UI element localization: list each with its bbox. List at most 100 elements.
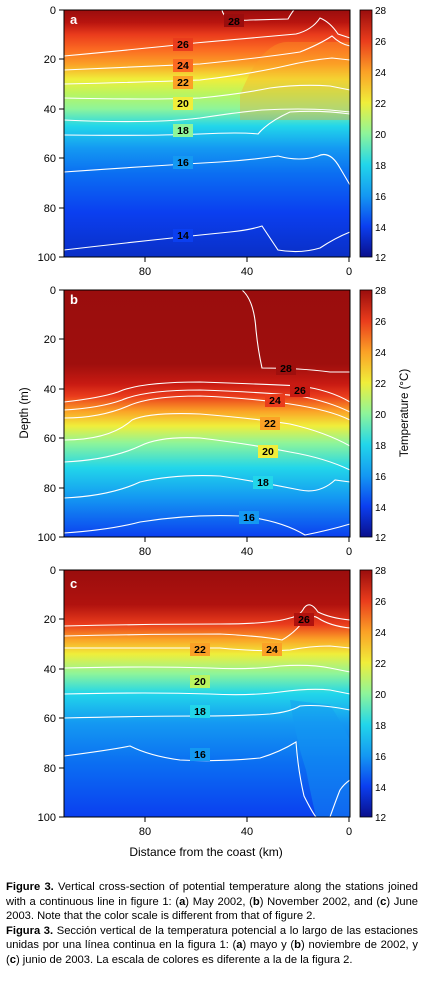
colorbar-tick: 12 [375,533,387,544]
isotherm-label-16: 16 [177,157,189,169]
panel-a-coastal-warm-patch [240,41,350,120]
caption-panel-ref: c [9,953,16,966]
y-tick: 80 [44,203,56,215]
x-tick: 40 [241,266,253,278]
colorbar-tick: 14 [375,503,387,514]
caption-panel-ref: b [252,895,260,908]
y-axis-label: Depth (m) [19,387,31,438]
colorbar-tick: 28 [375,286,387,297]
x-tick: 0 [346,826,352,838]
isotherm-label-26: 26 [298,614,310,626]
isotherm-label-14: 14 [177,230,189,242]
colorbar-tick: 18 [375,441,387,452]
panel-b-y-ticks [59,289,350,542]
caption-text: ) May 2002, ( [185,895,253,908]
y-tick: 0 [50,285,56,297]
colorbar-c: 28 26 24 22 20 18 16 14 12 [359,566,387,824]
caption-panel-ref: a [236,939,243,952]
y-tick: 60 [44,433,56,445]
isotherm-label-18: 18 [194,706,206,718]
y-tick: 40 [44,664,56,676]
colorbar-tick: 24 [375,348,387,359]
colorbar-tick: 28 [375,6,387,17]
panel-b-isotherm-labels: 28 26 24 22 20 18 16 [239,362,310,524]
panel-label-a: a [70,12,78,27]
colorbar-tick: 22 [375,99,387,110]
y-tick: 60 [44,713,56,725]
isotherm-label-20: 20 [262,446,274,458]
panel-c-coastal-cold-patch [290,700,350,817]
y-tick: 60 [44,153,56,165]
y-tick: 100 [38,532,56,544]
panel-a-y-ticks [59,9,350,262]
caption-prefix-en: Figure 3. [6,881,54,893]
isotherm-label-28: 28 [228,16,240,28]
isotherm-label-22: 22 [264,418,276,430]
isotherm-label-24: 24 [269,395,281,407]
colorbar-tick: 24 [375,68,387,79]
colorbar-tick: 26 [375,597,387,608]
caption-text: Vertical cross-section of potential temp… [6,881,418,908]
isotherm-label-20: 20 [194,676,206,688]
colorbar-tick: 14 [375,223,387,234]
panel-b-frame [63,289,351,538]
x-tick: 0 [346,546,352,558]
isotherm-label-16: 16 [243,512,255,524]
panel-c-isotherm-labels: 26 24 22 20 18 16 [190,613,314,761]
isotherm-label-22: 22 [177,77,189,89]
colorbar-tick: 20 [375,690,387,701]
colorbar-b: 28 26 24 22 20 18 16 14 12 Temperature (… [359,286,411,544]
y-tick: 20 [44,334,56,346]
colorbar-tick: 22 [375,659,387,670]
panel-c-isotherms [63,604,351,818]
caption-panel-ref: b [294,939,302,952]
y-tick: 80 [44,763,56,775]
colorbar-tick: 20 [375,410,387,421]
caption-text: ) noviembre de 2002, y ( [6,939,418,966]
figure-3-sections: 28 26 24 22 20 18 16 14 a 0 20 40 [19,5,411,859]
caption-spanish: Figura 3. Sección vertical de la tempera… [6,924,418,968]
y-tick: 100 [38,812,56,824]
caption-text: ) June 2003. Note that the color scale i… [6,895,419,923]
colorbar-label: Temperature (°C) [399,369,411,457]
x-tick: 40 [241,826,253,838]
caption-text: ) junio de 2003. La escala de colores es… [15,953,353,966]
colorbar-tick: 12 [375,253,387,264]
caption-panel-ref: a [179,895,186,908]
panel-b-y-tick-labels: 0 20 40 60 80 100 [38,285,56,544]
isotherm-label-16: 16 [194,749,206,761]
colorbar-tick: 12 [375,813,387,824]
colorbar-b-bar [359,289,373,538]
panel-a-frame [63,9,351,258]
panel-b-field [64,290,350,537]
panel-b-isotherms [63,289,351,536]
isotherm-label-18: 18 [177,125,189,137]
colorbar-tick: 24 [375,628,387,639]
caption-text: ) November 2002, and ( [259,895,381,908]
panel-a-isotherms [63,9,351,253]
caption-text: ) mayo y ( [242,939,295,952]
panel-c-frame [63,569,351,818]
isotherm-label-20: 20 [177,98,189,110]
y-tick: 80 [44,483,56,495]
y-tick: 100 [38,252,56,264]
y-tick: 0 [50,565,56,577]
caption-prefix-es: Figura 3. [6,924,54,937]
x-tick: 0 [346,266,352,278]
panel-a-x-tick-labels: 80 40 0 [139,266,352,278]
y-tick: 40 [44,384,56,396]
panel-c-x-tick-labels: 80 40 0 [139,826,352,838]
isotherm-label-24: 24 [266,644,278,656]
panel-a: 28 26 24 22 20 18 16 14 a 0 20 40 [38,5,352,278]
colorbar-tick: 14 [375,783,387,794]
caption-panel-ref: c [380,895,387,908]
x-axis-label: Distance from the coast (km) [129,845,282,859]
colorbar-tick: 16 [375,752,387,763]
colorbar-tick: 22 [375,379,387,390]
colorbar-tick: 16 [375,192,387,203]
y-tick: 0 [50,5,56,17]
panel-c-y-ticks [59,569,350,822]
x-tick: 80 [139,266,151,278]
panel-label-b: b [70,292,78,307]
isotherm-label-26: 26 [177,39,189,51]
